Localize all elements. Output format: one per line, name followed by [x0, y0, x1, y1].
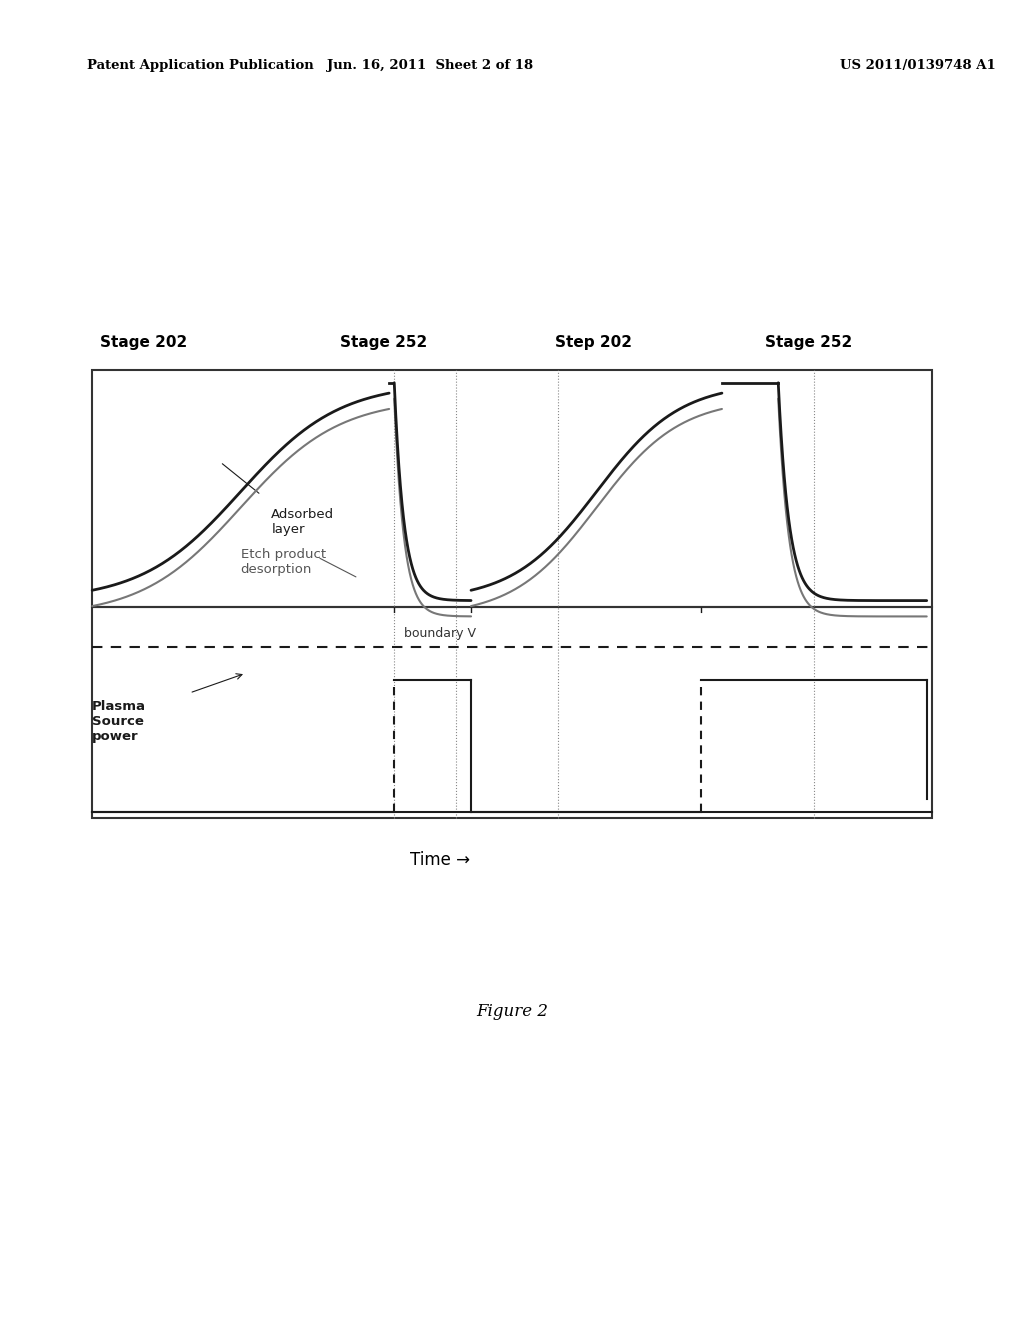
Text: Adsorbed
layer: Adsorbed layer	[271, 508, 335, 536]
Text: Stage 252: Stage 252	[340, 335, 428, 350]
Text: Figure 2: Figure 2	[476, 1003, 548, 1020]
Text: Time →: Time →	[411, 851, 470, 870]
Text: US 2011/0139748 A1: US 2011/0139748 A1	[840, 59, 995, 73]
Text: Plasma
Source
power: Plasma Source power	[92, 700, 146, 743]
Text: Patent Application Publication: Patent Application Publication	[87, 59, 313, 73]
Text: Etch product
desorption: Etch product desorption	[241, 548, 326, 576]
Bar	[92, 607, 932, 818]
Text: boundary V: boundary V	[404, 627, 476, 640]
Text: Stage 252: Stage 252	[765, 335, 853, 350]
Text: Jun. 16, 2011  Sheet 2 of 18: Jun. 16, 2011 Sheet 2 of 18	[327, 59, 534, 73]
Text: Step 202: Step 202	[555, 335, 633, 350]
Text: Stage 202: Stage 202	[99, 335, 187, 350]
Bar	[92, 370, 932, 607]
